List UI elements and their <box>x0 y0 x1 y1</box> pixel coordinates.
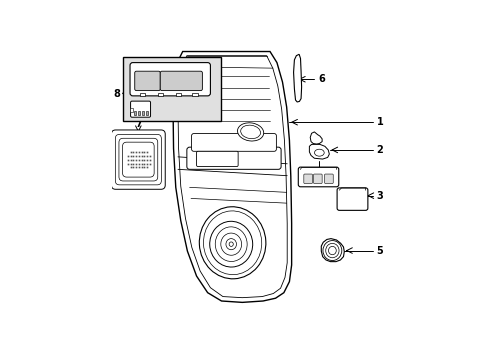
Text: 5: 5 <box>376 246 383 256</box>
Ellipse shape <box>199 207 265 279</box>
Ellipse shape <box>203 211 261 275</box>
Ellipse shape <box>229 242 233 246</box>
FancyBboxPatch shape <box>336 188 367 210</box>
Text: 6: 6 <box>318 74 325 84</box>
Polygon shape <box>293 54 301 102</box>
Bar <box>130 108 133 112</box>
Ellipse shape <box>325 243 338 258</box>
Polygon shape <box>309 144 328 159</box>
FancyBboxPatch shape <box>130 101 150 117</box>
Ellipse shape <box>237 123 263 141</box>
FancyBboxPatch shape <box>186 147 281 169</box>
FancyBboxPatch shape <box>324 174 332 184</box>
FancyBboxPatch shape <box>130 63 210 96</box>
Text: 4: 4 <box>314 150 321 159</box>
Ellipse shape <box>209 221 252 267</box>
Bar <box>192 93 198 96</box>
Polygon shape <box>321 239 344 262</box>
FancyBboxPatch shape <box>119 138 158 181</box>
Bar <box>175 93 181 96</box>
FancyBboxPatch shape <box>122 142 154 177</box>
Text: 1: 1 <box>376 117 383 127</box>
Bar <box>142 111 144 115</box>
FancyBboxPatch shape <box>135 71 160 91</box>
Text: 3: 3 <box>376 191 383 201</box>
Ellipse shape <box>225 239 236 250</box>
Ellipse shape <box>215 227 246 261</box>
Bar <box>158 93 163 96</box>
FancyBboxPatch shape <box>115 134 161 185</box>
Ellipse shape <box>240 125 260 139</box>
Bar <box>133 111 136 115</box>
Ellipse shape <box>328 246 336 255</box>
FancyBboxPatch shape <box>298 167 338 187</box>
FancyBboxPatch shape <box>303 174 312 184</box>
Bar <box>138 111 140 115</box>
Bar <box>145 111 147 115</box>
FancyBboxPatch shape <box>160 71 202 91</box>
FancyBboxPatch shape <box>111 130 165 189</box>
Text: 9: 9 <box>183 105 189 115</box>
Text: 8: 8 <box>113 89 120 99</box>
Text: 2: 2 <box>376 145 383 155</box>
FancyBboxPatch shape <box>313 174 322 184</box>
FancyBboxPatch shape <box>196 151 238 167</box>
FancyBboxPatch shape <box>191 134 276 151</box>
FancyBboxPatch shape <box>122 57 221 121</box>
Ellipse shape <box>221 233 241 255</box>
Ellipse shape <box>322 240 341 261</box>
Polygon shape <box>309 132 322 144</box>
Polygon shape <box>173 51 291 302</box>
Ellipse shape <box>314 149 324 156</box>
Bar <box>140 93 145 96</box>
Text: 7: 7 <box>135 119 142 129</box>
